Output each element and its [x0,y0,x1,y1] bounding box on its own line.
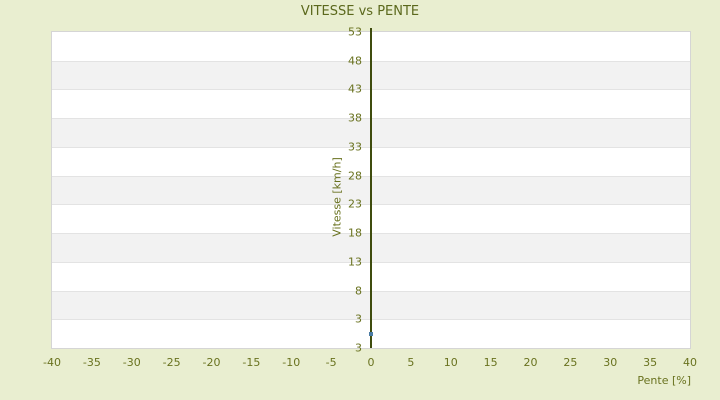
x-tick-label: -5 [325,356,337,369]
x-tick-label: 40 [683,356,697,369]
x-tick-label: -25 [162,356,181,369]
x-tick-label: -40 [43,356,61,369]
y-tick-label: 8 [355,284,362,298]
y-tick-label: 48 [348,54,362,68]
x-tick-label: 25 [563,356,578,369]
zero-axis-line [370,28,372,348]
x-tick-label: 10 [443,356,458,369]
x-tick-label: 15 [483,356,498,369]
y-tick-label: 3 [355,312,362,326]
x-tick-label: -15 [242,356,261,369]
y-tick-label: 3 [355,341,362,355]
y-tick-label: 23 [348,197,362,211]
x-tick-label: 30 [603,356,618,369]
plot-area [51,28,691,349]
x-tick-label: -35 [82,356,101,369]
y-axis-title: Vitesse [km/h] [330,157,344,237]
x-tick-label: 20 [523,356,538,369]
y-tick-label: 33 [348,140,362,154]
y-tick-label: 43 [348,82,362,96]
x-tick-label: -30 [122,356,141,369]
y-tick-label: 28 [348,169,362,183]
data-point [369,332,373,337]
x-tick-label: 5 [407,356,415,369]
y-tick-label: 53 [348,25,362,39]
x-tick-label: 35 [643,356,658,369]
x-axis-title: Pente [%] [637,374,691,387]
x-tick-label: -10 [282,356,301,369]
y-tick-label: 18 [348,226,362,240]
y-tick-label: 13 [348,255,362,269]
x-tick-label: -20 [202,356,221,369]
chart-title: VITESSE vs PENTE [300,4,420,19]
x-tick-label: 0 [367,356,375,369]
y-tick-label: 38 [348,111,362,125]
